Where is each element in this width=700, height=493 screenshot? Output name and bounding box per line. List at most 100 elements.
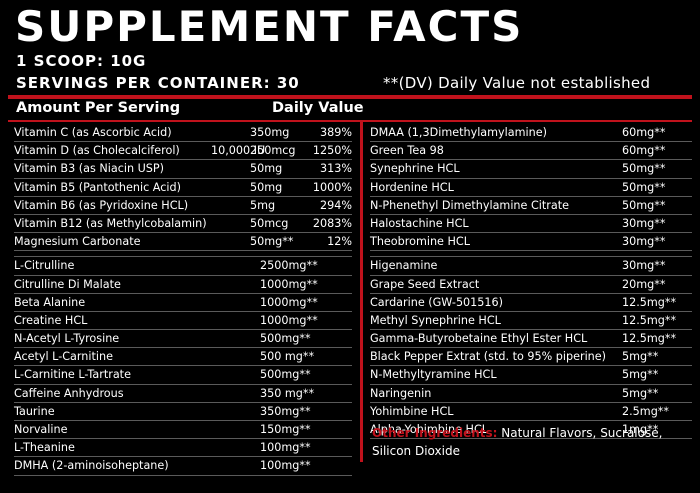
ingredient-name: Green Tea 98 [370,144,444,158]
ingredient-amount: 12.5mg** [622,295,677,309]
vitamin-row: Vitamin D (as Cholecalciferol) 10,000 IU 2… [14,142,352,161]
vitamin-row: Vitamin B5 (Pantothenic Acid) 50mg 1000% [14,179,352,197]
ingredient-daily-value: 1250% [312,144,352,158]
ingredient-name: Taurine [14,404,55,418]
page-title: SUPPLEMENT FACTS [15,2,524,51]
ingredient-name: Caffeine Anhydrous [14,386,124,400]
ingredient-name: Gamma-Butyrobetaine Ethyl Ester HCL [370,332,588,346]
ingredient-amount: 30mg** [622,259,666,273]
ingredient-row: Higenamine 30mg** [370,257,692,276]
blend-row: Acetyl L-Carnitine 500 mg** [14,348,352,367]
ingredient-name: Cardarine (GW-501516) [370,295,504,309]
left-ingredient-panel: Vitamin C (as Ascorbic Acid) 350mg 389% Vit… [14,124,352,476]
ingredient-amount: 1000mg** [260,277,318,291]
ingredient-amount: 12.5mg** [622,332,677,346]
ingredient-name: Halostachine HCL [370,216,469,230]
blend-row: L-Theanine 100mg** [14,439,352,458]
ingredient-amount: 500 mg** [260,350,315,364]
ingredient-name: Vitamin B3 (as Niacin USP) [14,162,165,176]
ingredient-name: Yohimbine HCL [370,404,454,418]
amount-per-serving-header: Amount Per Serving [16,100,181,116]
ingredient-name: L-Carnitine L-Tartrate [14,368,131,382]
ingredient-name: Magnesium Carbonate [14,235,141,249]
ingredient-name: Vitamin B5 (Pantothenic Acid) [14,180,181,194]
blend-row: Citrulline Di Malate 1000mg** [14,276,352,294]
ingredient-amount: 50mg** [250,235,294,249]
ingredient-amount: 500mg** [260,332,311,346]
ingredient-name: N-Phenethyl Dimethylamine Citrate [370,198,569,212]
blend-row: L-Carnitine L-Tartrate 500mg** [14,366,352,385]
ingredient-amount: 350 mg** [260,386,315,400]
ingredient-name: Vitamin D (as Cholecalciferol) [14,144,180,158]
ingredient-row: DMAA (1,3Dimethylamylamine) 60mg** [370,124,692,143]
blend-row: Creatine HCL 1000mg** [14,312,352,331]
ingredient-name: Higenamine [370,259,438,273]
ingredient-row: Black Pepper Extrat (std. to 95% piperin… [370,348,692,367]
ingredient-name: L-Citrulline [14,259,75,273]
ingredient-daily-value: 313% [320,162,352,176]
group-separator [370,251,692,258]
ingredient-row: Grape Seed Extract 20mg** [370,276,692,294]
ingredient-name: N-Methyltyramine HCL [370,368,497,382]
ingredient-amount: 60mg** [622,144,666,158]
ingredient-row: N-Phenethyl Dimethylamine Citrate 50mg** [370,197,692,215]
ingredient-name: Citrulline Di Malate [14,277,121,291]
vitamin-row: Vitamin C (as Ascorbic Acid) 350mg 389% [14,124,352,143]
ingredient-name: Acetyl L-Carnitine [14,350,113,364]
ingredient-amount: 12.5mg** [622,313,677,327]
ingredient-row: Synephrine HCL 50mg** [370,160,692,179]
ingredient-amount: 5mg [250,198,276,212]
ingredient-amount: 1000mg** [260,295,318,309]
ingredient-daily-value: 2083% [312,216,352,230]
blend-row: Caffeine Anhydrous 350 mg** [14,385,352,403]
ingredient-iu: 10,000 IU [211,144,266,158]
ingredient-amount: 1mg** [622,423,659,436]
servings-per-container: SERVINGS PER CONTAINER: 30 [16,74,300,92]
ingredient-row: Cardarine (GW-501516) 12.5mg** [370,294,692,312]
ingredient-name: Naringenin [370,386,432,400]
ingredient-name: Vitamin B12 (as Methylcobalamin) [14,216,207,230]
ingredient-name: Grape Seed Extract [370,277,480,291]
vitamin-row: Magnesium Carbonate 50mg** 12% [14,233,352,252]
blend-row: DMHA (2-aminoisoheptane) 100mg** [14,457,352,476]
ingredient-daily-value: 1000% [312,180,352,194]
vitamin-row: Vitamin B3 (as Niacin USP) 50mg 313% [14,160,352,179]
ingredient-amount: 5mg** [622,386,659,400]
ingredient-amount: 100mg** [260,441,311,455]
ingredient-name: Creatine HCL [14,313,88,327]
ingredient-amount: 50mg** [622,198,666,212]
ingredient-name: N-Acetyl L-Tyrosine [14,332,120,346]
ingredient-amount: 50mcg [250,216,289,230]
ingredient-amount: 5mg** [622,350,659,364]
ingredient-amount: 500mg** [260,368,311,382]
header-divider-thick [8,95,692,99]
ingredient-row: Green Tea 98 60mg** [370,142,692,161]
ingredient-amount: 5mg** [622,368,659,382]
ingredient-amount: 50mg** [622,180,666,194]
daily-value-header: Daily Value [272,100,364,116]
ingredient-amount: 350mg [250,126,290,139]
ingredient-name: Methyl Synephrine HCL [370,313,501,327]
ingredient-name: Black Pepper Extrat (std. to 95% piperin… [370,350,607,364]
ingredient-amount: 20mg** [622,277,666,291]
other-ingredients-label: Other Ingredients: [372,426,498,440]
ingredient-name: Norvaline [14,423,68,436]
ingredient-amount: 30mg** [622,216,666,230]
ingredient-daily-value: 12% [327,235,352,249]
ingredient-amount: 100mg** [260,459,311,473]
ingredient-amount: 250mcg [250,144,296,158]
ingredient-row: Naringenin 5mg** [370,385,692,403]
ingredient-row: Yohimbine HCL 2.5mg** [370,403,692,421]
ingredient-name: Theobromine HCL [370,235,470,249]
other-ingredients-text: Natural Flavors, Sucralose, Silicon Diox… [372,426,663,458]
ingredient-row: Methyl Synephrine HCL 12.5mg** [370,312,692,331]
blend-row: N-Acetyl L-Tyrosine 500mg** [14,330,352,349]
ingredient-row: Halostachine HCL 30mg** [370,215,692,234]
ingredient-row: Theobromine HCL 30mg** [370,233,692,252]
ingredient-name: Synephrine HCL [370,162,460,176]
ingredient-daily-value: 294% [320,198,352,212]
ingredient-name: Vitamin C (as Ascorbic Acid) [14,126,172,139]
blend-row: Beta Alanine 1000mg** [14,294,352,312]
ingredient-amount: 2.5mg** [622,404,669,418]
column-divider [360,122,363,462]
